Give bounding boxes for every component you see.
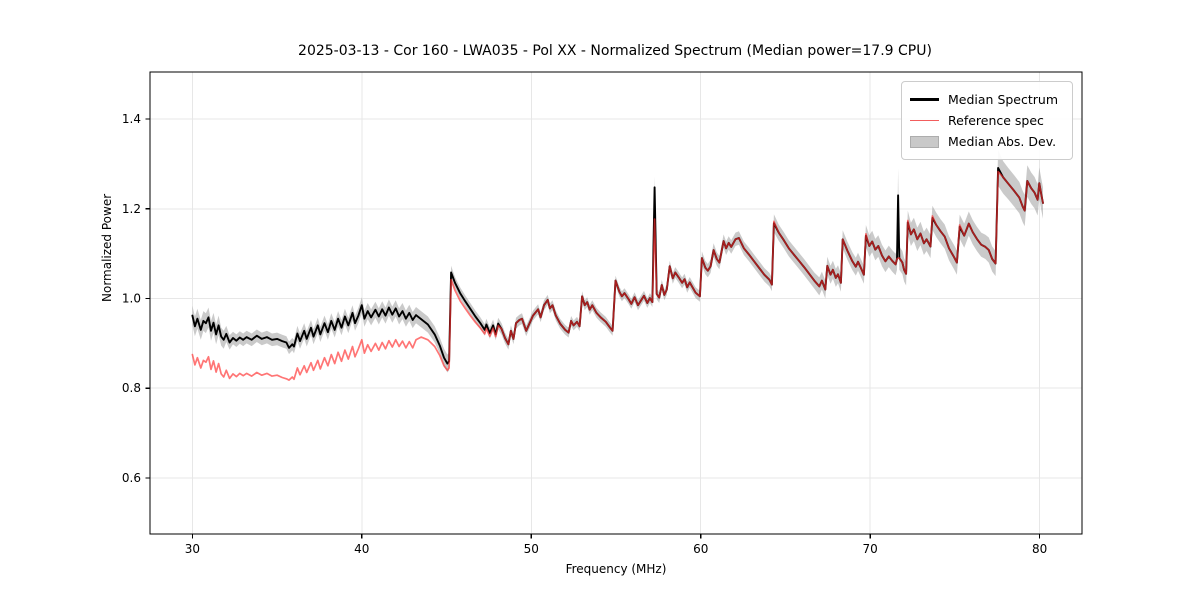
x-tick-label: 30 [185,542,200,556]
swatch-bar [910,119,939,122]
mad-band [192,150,1043,373]
legend-item-median-spectrum: Median Spectrum [910,89,1063,110]
legend-item-reference-spec: Reference spec [910,110,1063,131]
x-tick-label: 70 [863,542,878,556]
x-tick-label: 80 [1032,542,1047,556]
legend-item-median-abs-dev: Median Abs. Dev. [910,131,1063,152]
legend-patch-swatch [910,135,939,148]
y-tick-label: 1.2 [122,202,141,216]
chart-title: 2025-03-13 - Cor 160 - LWA035 - Pol XX -… [298,43,932,59]
y-tick-label: 1.4 [122,112,141,126]
x-tick-label: 60 [693,542,708,556]
swatch-bar [910,98,939,101]
legend-line-swatch [910,98,939,101]
y-tick-label: 1.0 [122,292,141,306]
legend-label: Reference spec [948,113,1044,128]
x-tick-label: 50 [524,542,539,556]
legend-line-swatch [910,119,939,122]
x-tick-label: 40 [354,542,369,556]
x-axis-label: Frequency (MHz) [565,562,667,576]
legend: Median Spectrum Reference spec Median Abs.… [901,81,1073,160]
swatch-bar [910,135,939,148]
median-spectrum-line [191,167,1044,365]
y-tick-label: 0.6 [122,471,141,485]
reference-spec-line [191,170,1044,381]
legend-label: Median Abs. Dev. [948,134,1057,149]
y-tick-label: 0.8 [122,381,141,395]
legend-label: Median Spectrum [948,92,1059,107]
axes-frame [149,71,1083,535]
